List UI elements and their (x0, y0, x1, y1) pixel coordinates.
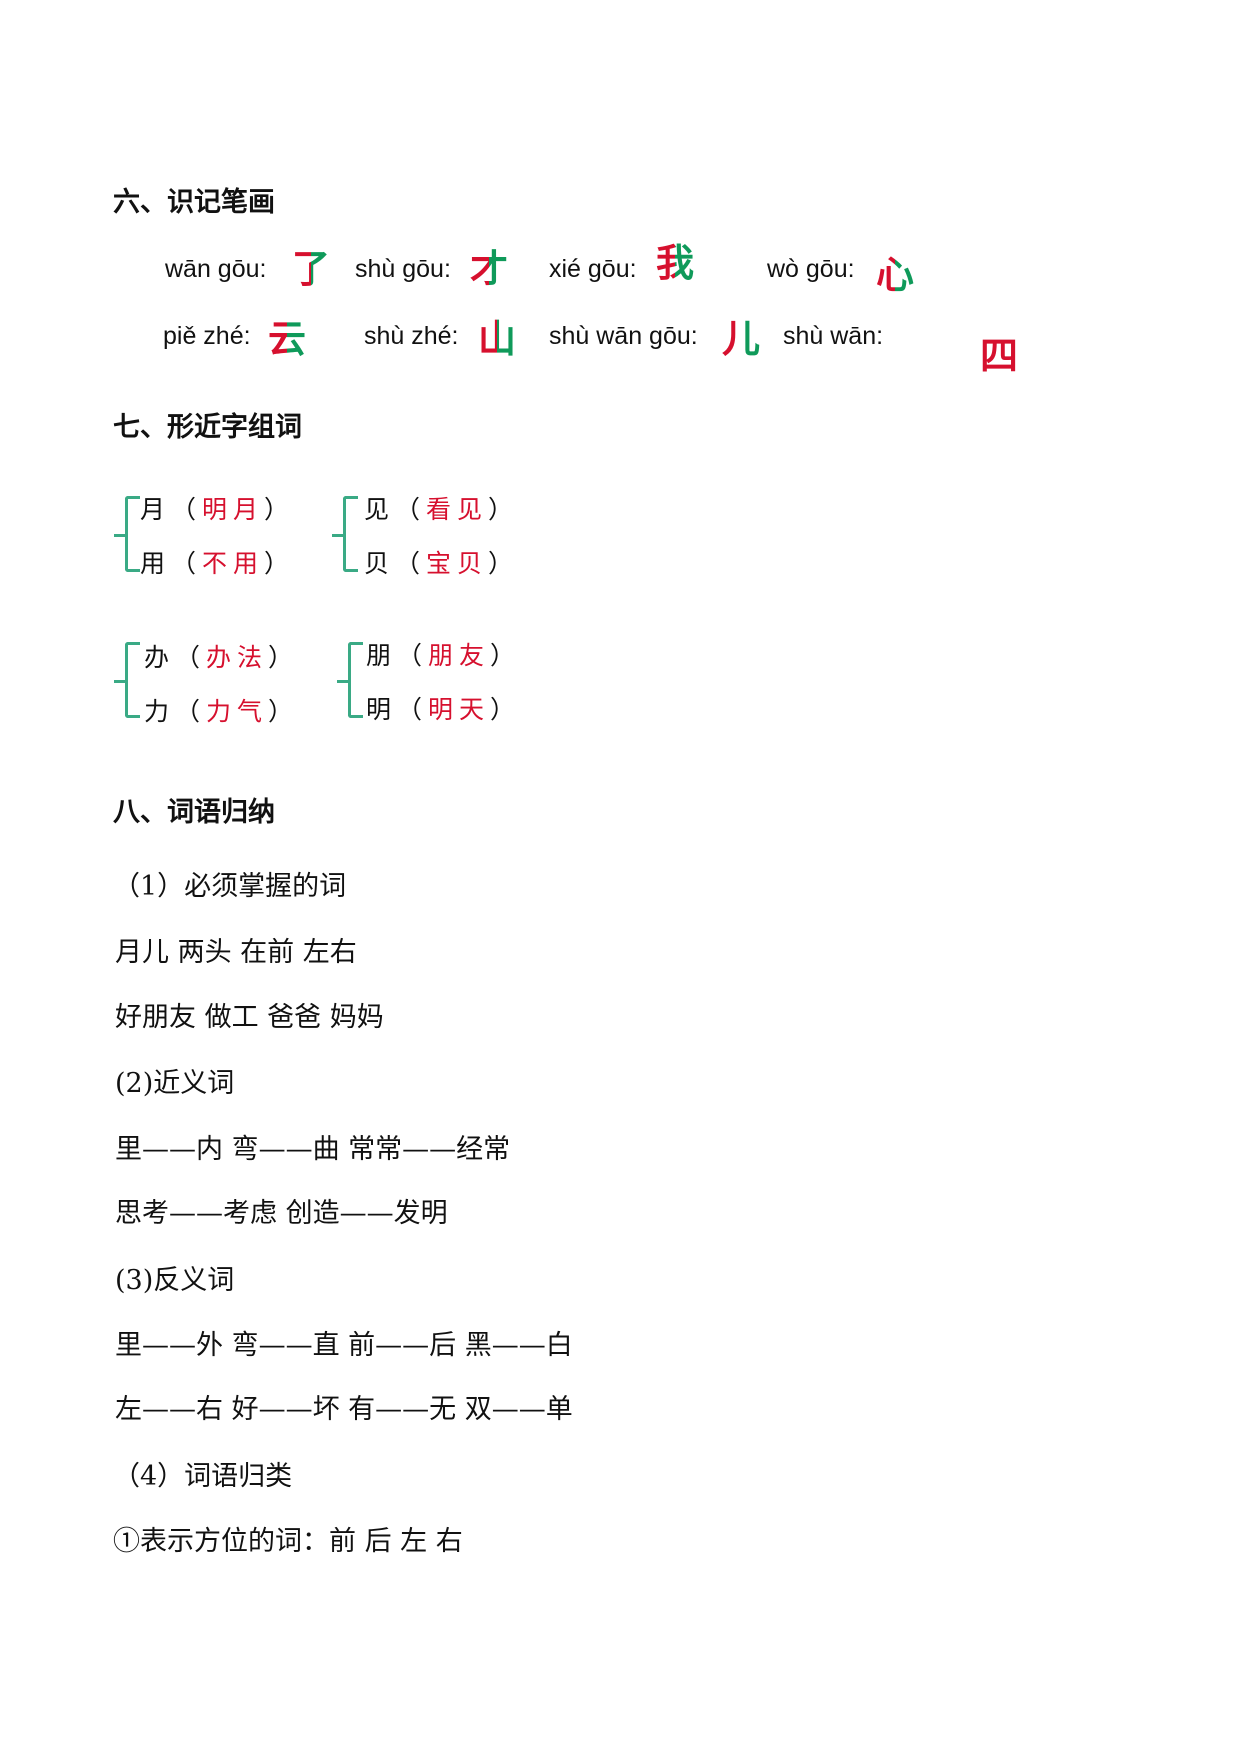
text-line: （4）词语归类 (113, 1461, 293, 1492)
stroke-char: 儿 (722, 308, 760, 363)
text-line: 思考——考虑 创造——发明 (115, 1198, 448, 1229)
stroke-pinyin: wān gōu: (165, 255, 267, 283)
brace (114, 496, 140, 572)
text-line: 好朋友 做工 爸爸 妈妈 (115, 1002, 384, 1033)
similar-char-item: 朋（朋友） (366, 641, 522, 670)
stroke-char: 心 (876, 244, 914, 299)
section6-heading: 六、识记笔画 (113, 187, 275, 218)
similar-char-item: 用（不用） (140, 549, 296, 578)
stroke-pinyin: shù zhé: (364, 322, 459, 350)
text-line: 里——内 弯——曲 常常——经常 (115, 1134, 511, 1165)
stroke-char: 云 (268, 308, 306, 363)
similar-char-item: 办（办法） (144, 643, 300, 672)
stroke-char: 我 (656, 232, 694, 287)
stroke-char: 山 (478, 308, 516, 363)
stroke-pinyin: shù wān: (783, 322, 884, 350)
stroke-pinyin: wò gōu: (767, 255, 855, 283)
stroke-pinyin: shù wān gōu: (549, 322, 698, 350)
section8-heading: 八、词语归纳 (113, 797, 275, 828)
similar-char-item: 明（明天） (366, 695, 522, 724)
text-line: ①表示方位的词：前 后 左 右 (113, 1526, 463, 1557)
text-line: 月儿 两头 在前 左右 (115, 937, 357, 968)
similar-char-item: 贝（宝贝） (364, 549, 520, 578)
stroke-char: 才 (470, 238, 508, 293)
text-line: 里——外 弯——直 前——后 黑——白 (115, 1330, 573, 1361)
stroke-pinyin: shù gōu: (355, 255, 451, 283)
stroke-char: 四 (980, 333, 1019, 378)
section7-heading: 七、形近字组词 (113, 412, 302, 443)
stroke-pinyin: xié gōu: (549, 255, 637, 283)
stroke-char: 了 (292, 238, 330, 293)
stroke-pinyin: piě zhé: (163, 322, 251, 350)
text-line: 左——右 好——坏 有——无 双——单 (115, 1394, 573, 1425)
similar-char-item: 力（力气） (144, 697, 300, 726)
text-line: (3)反义词 (115, 1265, 235, 1296)
brace (114, 642, 140, 718)
text-line: （1）必须掌握的词 (113, 871, 347, 902)
brace (337, 642, 363, 718)
text-line: (2)近义词 (115, 1068, 235, 1099)
similar-char-item: 见（看见） (364, 495, 520, 524)
brace (332, 496, 358, 572)
similar-char-item: 月（明月） (140, 495, 296, 524)
